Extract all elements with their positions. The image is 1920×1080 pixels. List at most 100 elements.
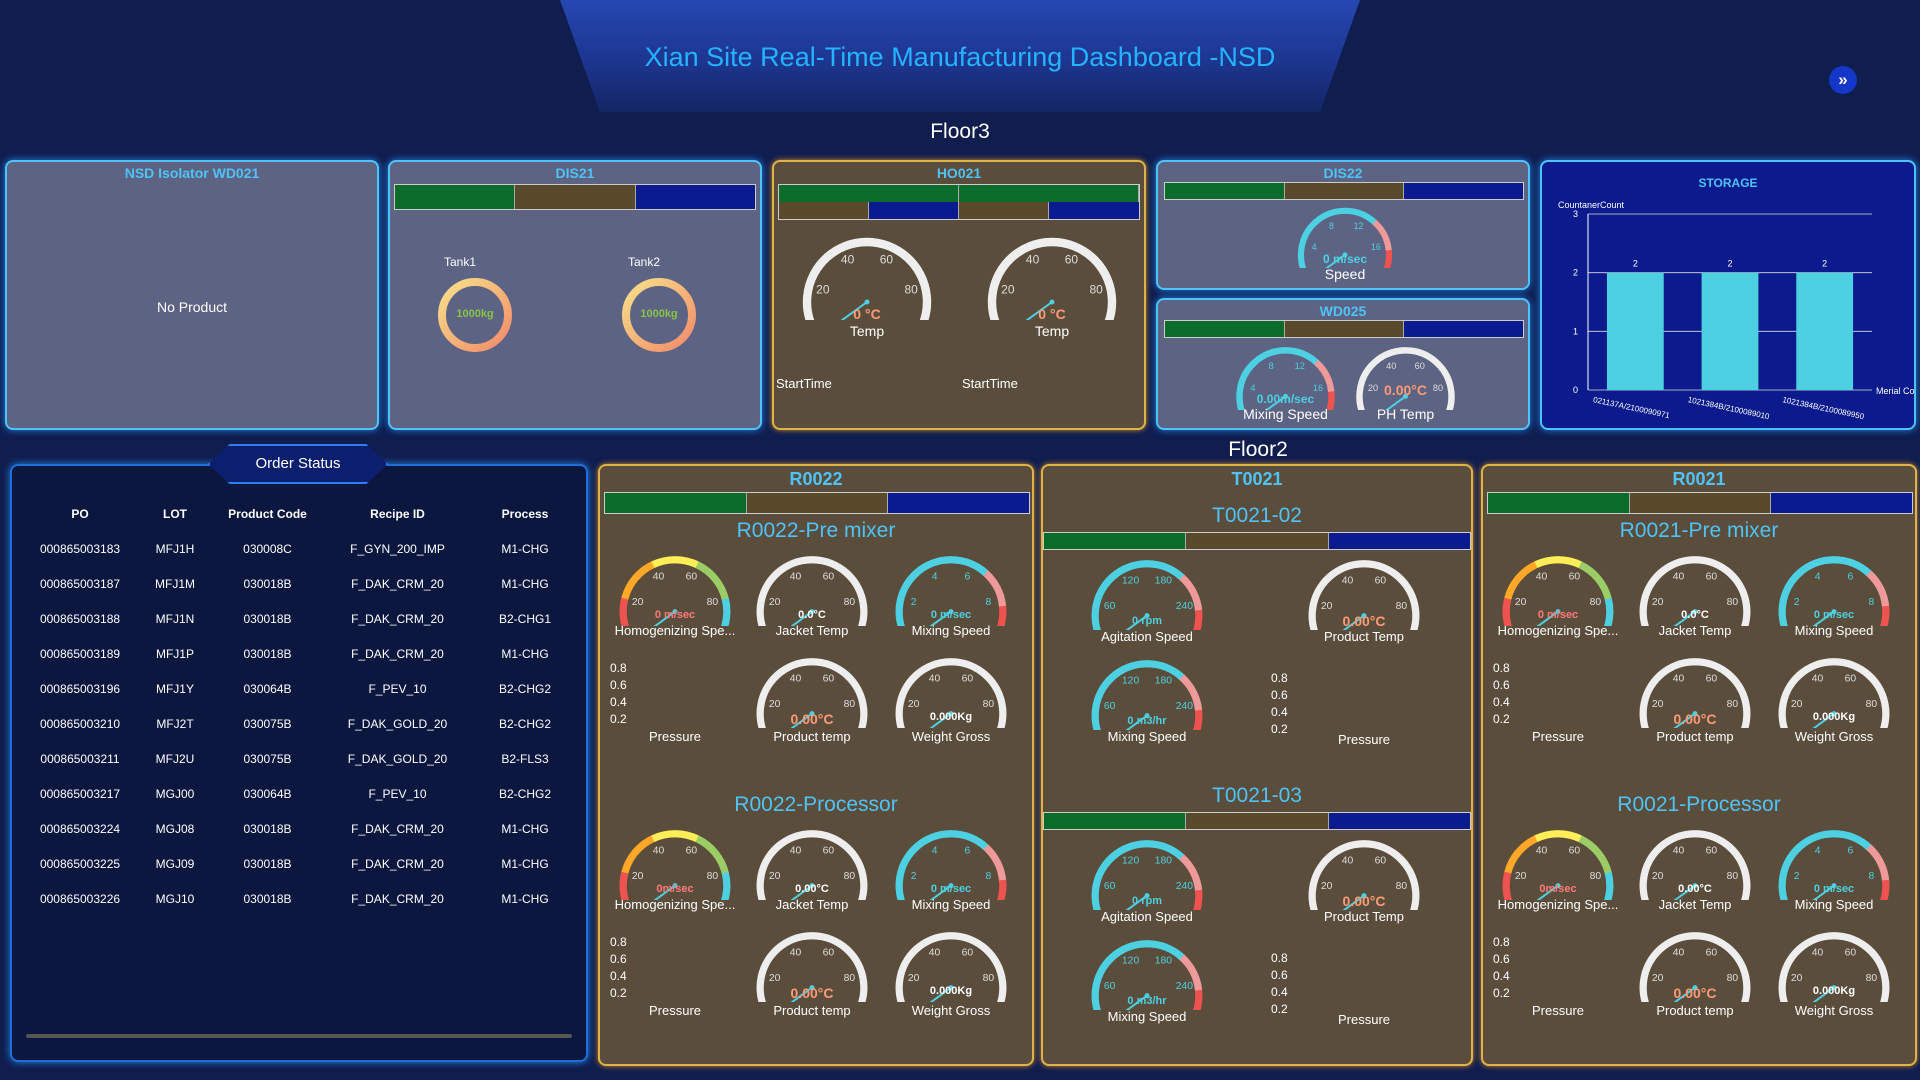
pressure-tick: 0.6	[1271, 688, 1288, 702]
svg-text:20: 20	[1368, 383, 1378, 393]
double-chevron-right-icon[interactable]: »	[1829, 66, 1857, 94]
temp-label: Temp	[849, 323, 885, 339]
mixing-speed-label: Mixing Speed	[1794, 623, 1874, 638]
pressure-tick: 0.2	[610, 986, 627, 1000]
table-row[interactable]: 000865003210 MFJ2T 030075B F_DAK_GOLD_20 B2-…	[20, 706, 580, 741]
svg-text:60: 60	[1065, 253, 1079, 267]
svg-text:40: 40	[653, 572, 665, 583]
svg-text:2: 2	[1794, 597, 1800, 608]
svg-text:20: 20	[632, 597, 644, 608]
pressure-tick: 0.4	[1493, 695, 1510, 709]
svg-text:60: 60	[1706, 846, 1718, 857]
table-row[interactable]: 000865003217 MGJ00 030064B F_PEV_10 B2-CHG2	[20, 776, 580, 811]
subunit-title: T0021-02	[1212, 504, 1302, 527]
isolator-status: No Product	[156, 299, 228, 315]
header-glow	[560, 0, 1360, 112]
table-row[interactable]: 000865003224 MGJ08 030018B F_DAK_CRM_20 M1-C…	[20, 811, 580, 846]
table-row[interactable]: 000865003188 MFJ1N 030018B F_DAK_CRM_20 B2-C…	[20, 601, 580, 636]
floor2-label: Floor2	[1228, 438, 1288, 461]
table-cell: B2-CHG1	[498, 611, 551, 626]
tank2-label: Tank2	[627, 255, 661, 269]
speed-value: 0 m/sec	[1322, 252, 1368, 266]
table-row[interactable]: 000865003211 MFJ2U 030075B F_DAK_GOLD_20 B2-…	[20, 741, 580, 776]
product-temp-gauge: 020406080100	[1639, 932, 1751, 1002]
subunit-title: R0022-Processor	[734, 793, 898, 816]
homogenizing-speed-gauge: 020406080100	[619, 830, 731, 900]
table-cell: MFJ1Y	[155, 681, 194, 696]
table-cell: 030008C	[243, 541, 292, 556]
table-row[interactable]: 000865003183 MFJ1H 030008C F_GYN_200_IMP M1-…	[20, 531, 580, 566]
svg-text:6: 6	[965, 572, 971, 583]
table-row[interactable]: 000865003196 MFJ1Y 030064B F_PEV_10 B2-CHG2	[20, 671, 580, 706]
pressure-axis: 0.8 0.6 0.4 0.2	[610, 934, 627, 1002]
svg-text:4: 4	[932, 572, 938, 583]
mixing-speed-gauge: 0246810	[895, 556, 1007, 626]
svg-text:12: 12	[1295, 361, 1305, 371]
svg-text:80: 80	[983, 699, 995, 710]
svg-text:60: 60	[1104, 981, 1116, 992]
svg-text:180: 180	[1155, 576, 1173, 587]
table-row[interactable]: 000865003225 MGJ09 030018B F_DAK_CRM_20 M1-C…	[20, 846, 580, 881]
table-cell: 000865003211	[40, 751, 120, 766]
weight-gross-label: Weight Gross	[911, 1003, 991, 1018]
table-row[interactable]: 000865003226 MGJ10 030018B F_DAK_CRM_20 M1-C…	[20, 881, 580, 916]
homogenizing-speed-gauge: 020406080100	[619, 556, 731, 626]
mixing-speed-label: Mixing Speed	[1243, 406, 1328, 422]
pressure-tick: 0.8	[610, 661, 627, 675]
agitation-speed-gauge: 060120180240300	[1091, 560, 1203, 630]
svg-text:80: 80	[844, 973, 856, 984]
pressure-tick: 0.2	[1271, 1002, 1288, 1016]
temp-gauge: 020406080100	[802, 237, 932, 320]
pressure-tick: 0.8	[1271, 671, 1288, 685]
pressure-label: Pressure	[1531, 729, 1585, 744]
svg-text:20: 20	[1321, 601, 1333, 612]
product-temp-gauge: 020406080100	[1308, 560, 1420, 630]
pressure-tick: 0.6	[610, 952, 627, 966]
svg-text:20: 20	[769, 597, 781, 608]
svg-text:20: 20	[1652, 871, 1664, 882]
table-cell: MFJ2T	[156, 716, 194, 731]
table-row[interactable]: 000865003187 MFJ1M 030018B F_DAK_CRM_20 M1-C…	[20, 566, 580, 601]
table-cell: B2-FLS3	[501, 751, 549, 766]
r0021-panel: R0021 R0021-Pre mixer R0021-Processor 02…	[1481, 464, 1917, 1066]
r0022-title: R0022	[789, 469, 843, 489]
chart-bar	[1606, 272, 1664, 390]
table-cell: MGJ00	[155, 786, 195, 801]
ph-temp-gauge: 020406080100	[1356, 347, 1455, 410]
product-temp-value: 0.00°C	[1342, 613, 1386, 629]
pressure-tick: 0.6	[1271, 968, 1288, 982]
pressure-label: Pressure	[1337, 732, 1391, 747]
status-bar	[778, 184, 1140, 220]
table-cell: MFJ1M	[155, 576, 195, 591]
mixing-speed-gauge: 060120180240300	[1091, 940, 1203, 1010]
horizontal-scrollbar[interactable]	[26, 1034, 572, 1038]
temp-gauge: 020406080100	[987, 237, 1117, 320]
jacket-temp-value: 0.0°C	[1681, 609, 1709, 621]
mixing-speed-label: Mixing Speed	[1107, 729, 1187, 744]
svg-text:20: 20	[632, 871, 644, 882]
svg-text:80: 80	[707, 597, 719, 608]
homogenizing-speed-value: 0 m/sec	[1537, 609, 1579, 621]
svg-text:80: 80	[1727, 699, 1739, 710]
weight-gross-gauge: 020406080100	[895, 932, 1007, 1002]
mixing-speed-gauge: 0246810	[1778, 556, 1890, 626]
column-header: LOT	[163, 506, 187, 521]
product-temp-label: Product temp	[1656, 729, 1734, 744]
svg-text:16: 16	[1371, 242, 1381, 252]
t0021-panel: T0021 T0021-02 T0021-03 0601201802403000…	[1041, 464, 1473, 1066]
order-status-tab[interactable]: Order Status	[208, 444, 388, 484]
table-cell: 030018B	[243, 821, 292, 836]
mixing-speed-value: 0 m/sec	[1813, 609, 1855, 621]
svg-text:20: 20	[908, 973, 920, 984]
table-row[interactable]: 000865003189 MFJ1P 030018B F_DAK_CRM_20 M1-C…	[20, 636, 580, 671]
svg-text:40: 40	[841, 253, 855, 267]
svg-text:20: 20	[769, 871, 781, 882]
y-tick-label: 1	[1573, 326, 1578, 336]
svg-text:40: 40	[790, 846, 802, 857]
mixing-speed-label: Mixing Speed	[911, 623, 991, 638]
homogenizing-speed-gauge: 020406080100	[1502, 830, 1614, 900]
svg-text:60: 60	[823, 846, 835, 857]
temp-value: 0 °C	[853, 306, 881, 322]
pressure-tick: 0.6	[1493, 678, 1510, 692]
product-temp-label: Product temp	[773, 729, 851, 744]
